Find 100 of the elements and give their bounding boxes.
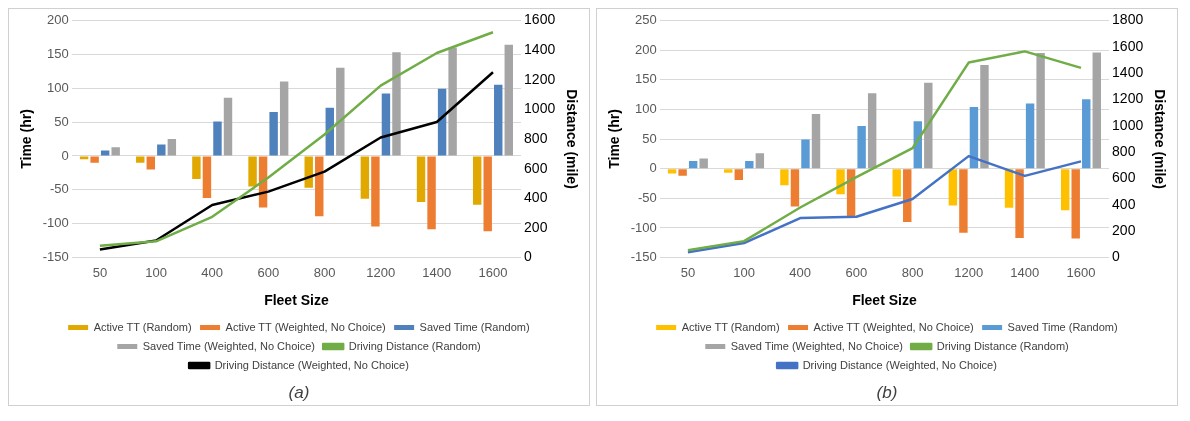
y-tick-label: 100 bbox=[47, 79, 69, 95]
bar bbox=[1082, 99, 1091, 169]
y2-tick-label: 1000 bbox=[1112, 116, 1144, 133]
bar bbox=[724, 169, 733, 173]
bar bbox=[146, 156, 155, 170]
y2-tick-label: 400 bbox=[1112, 195, 1136, 212]
legend-label: Saved Time (Random) bbox=[1007, 320, 1118, 333]
legend-label: Active TT (Random) bbox=[93, 320, 192, 333]
y2-tick-label: 0 bbox=[524, 248, 533, 265]
legend-label: Saved Time (Random) bbox=[419, 320, 530, 333]
x-axis-title: Fleet Size bbox=[852, 292, 917, 309]
y-tick-label: -50 bbox=[50, 181, 69, 197]
legend-label: Active TT (Weighted, No Choice) bbox=[225, 320, 386, 333]
y-tick-label: 250 bbox=[635, 11, 657, 27]
bar bbox=[1015, 169, 1024, 239]
bar bbox=[371, 156, 380, 227]
bar bbox=[167, 139, 177, 156]
x-tick-label: 1600 bbox=[1066, 264, 1096, 280]
bar bbox=[755, 153, 765, 169]
bar bbox=[269, 111, 278, 156]
x-tick-label: 400 bbox=[201, 264, 224, 280]
y-tick-label: 50 bbox=[54, 113, 69, 129]
bar bbox=[448, 47, 457, 156]
x-tick-label: 1400 bbox=[1010, 264, 1040, 280]
bar bbox=[1004, 169, 1014, 208]
x-tick-label: 400 bbox=[789, 264, 812, 280]
legend-label: Active TT (Weighted, No Choice) bbox=[813, 320, 974, 333]
bar bbox=[336, 67, 345, 156]
y2-tick-label: 800 bbox=[1112, 143, 1136, 160]
bar bbox=[959, 169, 968, 233]
y2-tick-label: 1200 bbox=[1112, 90, 1144, 107]
text: (b) bbox=[875, 382, 899, 404]
y2-tick-label: 1600 bbox=[1112, 37, 1144, 54]
bar bbox=[157, 144, 166, 156]
y2-tick-label: 200 bbox=[1112, 222, 1136, 239]
bar bbox=[1071, 169, 1080, 239]
bar bbox=[1060, 169, 1070, 211]
y-tick-label: -150 bbox=[42, 249, 69, 265]
y2-axis-title: Distance (mile) bbox=[1151, 89, 1168, 189]
x-tick-label: 50 bbox=[680, 264, 696, 280]
x-tick-label: 600 bbox=[845, 264, 868, 280]
bar bbox=[315, 156, 324, 217]
legend-label: Driving Distance (Random) bbox=[348, 339, 481, 352]
y-tick-label: 150 bbox=[47, 45, 69, 61]
x-axis-title: Fleet Size bbox=[264, 292, 329, 309]
bar bbox=[381, 93, 391, 156]
y2-tick-label: 1000 bbox=[524, 100, 556, 117]
bar bbox=[688, 160, 698, 169]
legend-label: Driving Distance (Weighted, No Choice) bbox=[802, 358, 997, 371]
bar bbox=[948, 169, 958, 206]
y2-tick-label: 1200 bbox=[524, 70, 556, 87]
bar bbox=[202, 156, 212, 198]
y-axis-title: Time (hr) bbox=[606, 109, 623, 169]
y2-tick-label: 600 bbox=[524, 159, 548, 176]
y-tick-label: 200 bbox=[635, 41, 657, 57]
y-tick-label: 0 bbox=[649, 160, 657, 176]
x-tick-label: 100 bbox=[145, 264, 167, 280]
y2-tick-label: 1400 bbox=[1112, 63, 1144, 80]
bar bbox=[223, 97, 233, 156]
bar bbox=[811, 114, 821, 169]
legend-label: Active TT (Random) bbox=[681, 320, 780, 333]
bar bbox=[734, 169, 743, 180]
bar bbox=[857, 125, 866, 169]
bar bbox=[483, 156, 492, 232]
legend-label: Driving Distance (Random) bbox=[936, 339, 1069, 352]
bar bbox=[416, 156, 426, 203]
bar bbox=[392, 52, 401, 156]
y2-axis-title: Distance (mile) bbox=[563, 89, 580, 189]
legend-label: Saved Time (Weighted, No Choice) bbox=[142, 339, 315, 352]
bar bbox=[790, 169, 800, 207]
bar bbox=[427, 156, 436, 230]
bar bbox=[90, 156, 99, 163]
bar bbox=[678, 169, 687, 176]
x-tick-label: 1200 bbox=[366, 264, 396, 280]
x-tick-label: 50 bbox=[92, 264, 108, 280]
y-tick-label: 200 bbox=[47, 11, 69, 27]
y2-tick-label: 400 bbox=[524, 189, 548, 206]
bar bbox=[111, 147, 120, 156]
y2-tick-label: 800 bbox=[524, 129, 548, 146]
y-tick-label: -50 bbox=[638, 189, 657, 205]
y-tick-label: 50 bbox=[642, 130, 657, 146]
x-tick-label: 600 bbox=[257, 264, 280, 280]
bar bbox=[867, 93, 877, 169]
y2-tick-label: 1400 bbox=[524, 40, 556, 57]
y-tick-label: -100 bbox=[630, 219, 657, 235]
bar bbox=[472, 156, 482, 205]
x-tick-label: 800 bbox=[313, 264, 336, 280]
legend-label: Driving Distance (Weighted, No Choice) bbox=[214, 358, 409, 371]
x-tick-label: 100 bbox=[733, 264, 755, 280]
y-tick-label: 150 bbox=[635, 71, 657, 87]
x-tick-label: 1400 bbox=[422, 264, 452, 280]
bar bbox=[248, 156, 257, 187]
bar bbox=[192, 156, 201, 179]
y2-tick-label: 200 bbox=[524, 218, 548, 235]
bar bbox=[699, 158, 708, 169]
bar bbox=[279, 81, 289, 156]
legend-label: Saved Time (Weighted, No Choice) bbox=[730, 339, 903, 352]
y-tick-label: 100 bbox=[635, 100, 657, 116]
bar bbox=[1036, 53, 1045, 169]
bar bbox=[892, 169, 901, 197]
